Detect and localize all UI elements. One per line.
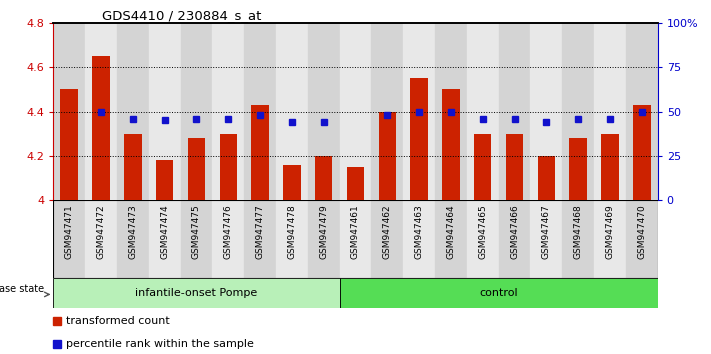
- Bar: [244, 23, 276, 200]
- Text: GSM947475: GSM947475: [192, 204, 201, 259]
- Bar: [594, 23, 626, 200]
- Bar: [220, 134, 237, 200]
- Bar: [347, 167, 364, 200]
- Text: GSM947470: GSM947470: [637, 204, 646, 259]
- Bar: [340, 23, 371, 200]
- Bar: [562, 23, 594, 200]
- Bar: [308, 23, 340, 200]
- Bar: [371, 200, 403, 278]
- Bar: [410, 78, 428, 200]
- Bar: [315, 156, 333, 200]
- Bar: [181, 23, 213, 200]
- Text: GSM947479: GSM947479: [319, 204, 328, 259]
- Bar: [435, 200, 467, 278]
- Bar: [371, 23, 403, 200]
- Text: GSM947467: GSM947467: [542, 204, 551, 259]
- Bar: [633, 105, 651, 200]
- Bar: [60, 89, 78, 200]
- Bar: [378, 112, 396, 200]
- Bar: [538, 156, 555, 200]
- Text: GSM947461: GSM947461: [351, 204, 360, 259]
- Text: GSM947471: GSM947471: [65, 204, 74, 259]
- Bar: [442, 89, 460, 200]
- Bar: [117, 23, 149, 200]
- Bar: [308, 200, 340, 278]
- Bar: [188, 138, 205, 200]
- Bar: [181, 200, 213, 278]
- Text: GSM947477: GSM947477: [255, 204, 264, 259]
- Bar: [149, 23, 181, 200]
- Bar: [435, 23, 467, 200]
- Bar: [213, 200, 244, 278]
- Bar: [403, 200, 435, 278]
- Bar: [626, 200, 658, 278]
- Bar: [244, 200, 276, 278]
- Bar: [498, 23, 530, 200]
- Bar: [626, 23, 658, 200]
- Text: GSM947462: GSM947462: [383, 204, 392, 258]
- FancyBboxPatch shape: [340, 278, 658, 308]
- Text: transformed count: transformed count: [66, 316, 170, 326]
- Bar: [602, 134, 619, 200]
- Bar: [251, 105, 269, 200]
- Text: GSM947466: GSM947466: [510, 204, 519, 259]
- Bar: [213, 23, 244, 200]
- Bar: [156, 160, 173, 200]
- Text: GSM947469: GSM947469: [606, 204, 614, 259]
- Bar: [276, 23, 308, 200]
- Bar: [85, 23, 117, 200]
- Bar: [276, 200, 308, 278]
- Text: GSM947463: GSM947463: [415, 204, 424, 259]
- Text: GSM947478: GSM947478: [287, 204, 296, 259]
- Text: GSM947474: GSM947474: [160, 204, 169, 258]
- Bar: [562, 200, 594, 278]
- Bar: [92, 56, 109, 200]
- Bar: [530, 200, 562, 278]
- Bar: [467, 23, 498, 200]
- Bar: [85, 200, 117, 278]
- Bar: [283, 165, 301, 200]
- Bar: [149, 200, 181, 278]
- Bar: [594, 200, 626, 278]
- Bar: [474, 134, 491, 200]
- Bar: [506, 134, 523, 200]
- Text: percentile rank within the sample: percentile rank within the sample: [66, 339, 254, 349]
- Text: GSM947468: GSM947468: [574, 204, 582, 259]
- Text: GSM947472: GSM947472: [97, 204, 105, 258]
- Bar: [403, 23, 435, 200]
- Text: control: control: [479, 288, 518, 298]
- Text: infantile-onset Pompe: infantile-onset Pompe: [135, 288, 257, 298]
- Text: GSM947476: GSM947476: [224, 204, 232, 259]
- Text: disease state: disease state: [0, 284, 43, 294]
- Text: GSM947464: GSM947464: [447, 204, 456, 258]
- Bar: [53, 23, 85, 200]
- Bar: [124, 134, 141, 200]
- FancyBboxPatch shape: [53, 278, 340, 308]
- Text: GDS4410 / 230884_s_at: GDS4410 / 230884_s_at: [102, 9, 261, 22]
- Bar: [498, 200, 530, 278]
- Bar: [530, 23, 562, 200]
- Bar: [117, 200, 149, 278]
- Bar: [53, 200, 85, 278]
- Text: GSM947473: GSM947473: [129, 204, 137, 259]
- Bar: [467, 200, 498, 278]
- Text: GSM947465: GSM947465: [479, 204, 487, 259]
- Bar: [570, 138, 587, 200]
- Bar: [340, 200, 371, 278]
